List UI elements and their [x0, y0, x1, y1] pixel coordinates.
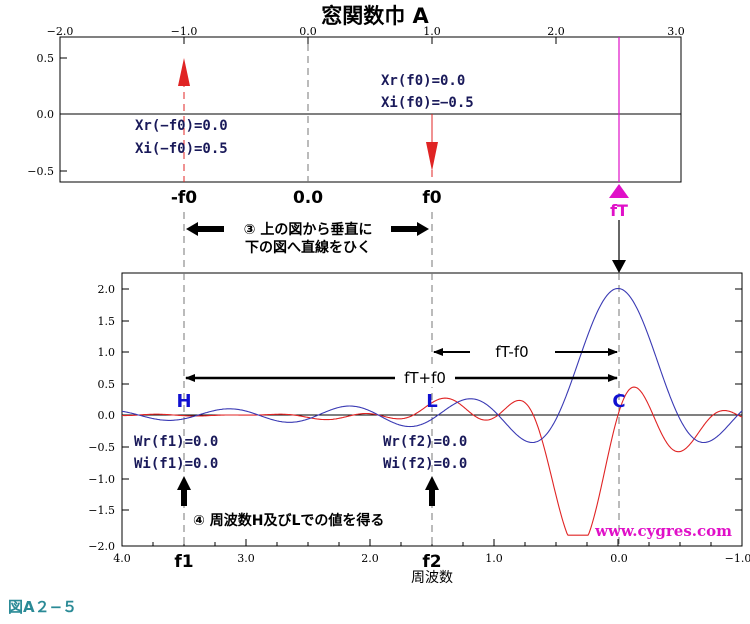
top-x-tick-label: 1.0 — [423, 25, 441, 38]
bottom-y-ticks — [122, 288, 742, 547]
top-y-ticks — [60, 57, 67, 172]
wr-f2-text: Wr(f2)=0.0 — [383, 434, 467, 450]
bottom-y-tick-label: −2.0 — [88, 540, 115, 553]
label-zero: 0.0 — [293, 188, 323, 208]
xr-neg-f0-text: Xr(−f0)=0.0 — [135, 118, 228, 134]
step4-arrow-f1 — [177, 476, 191, 506]
series-blue-curve — [121, 287, 743, 444]
bottom-y-tick-label: 0.5 — [98, 378, 116, 391]
point-H-label: H — [176, 391, 191, 412]
step3-line1: ③ 上の図から垂直に — [244, 221, 373, 238]
bottom-y-tick-label: −0.5 — [88, 441, 115, 454]
bottom-x-axis-label: 周波数 — [411, 570, 453, 586]
fT-minus-f0-label-bg — [472, 341, 552, 361]
bottom-y-tick-label: −1.0 — [88, 473, 115, 486]
step4-arrow-f2 — [425, 476, 439, 506]
wr-f1-text: Wr(f1)=0.0 — [134, 434, 218, 450]
bottom-x-ticks — [121, 539, 743, 546]
label-neg-f0: -f0 — [171, 188, 197, 208]
bottom-y-tick-label: 0.0 — [98, 409, 116, 422]
step3-right-arrow — [391, 222, 429, 236]
fT-marker-triangle — [609, 184, 629, 198]
top-y-tick-label: −0.5 — [27, 165, 54, 178]
wi-f1-text: Wi(f1)=0.0 — [134, 456, 218, 472]
bottom-x-tick-label: 1.0 — [485, 552, 503, 565]
bottom-x-tick-label: 4.0 — [113, 552, 131, 565]
top-y-tick-label: 0.5 — [37, 52, 55, 65]
xi-f0-text: Xi(f0)=−0.5 — [381, 95, 474, 111]
bottom-y-tick-label: 1.0 — [98, 346, 116, 359]
point-C-label: C — [612, 391, 625, 412]
step4-text: ④ 周波数H及びLでの値を得る — [193, 512, 384, 529]
website-label: www.cygres.com — [594, 522, 732, 540]
bottom-x-tick-label: 0.0 — [610, 552, 628, 565]
label-fT: fT — [610, 201, 628, 220]
top-x-tick-label: 0.0 — [299, 25, 317, 38]
top-x-tick-label: 2.0 — [547, 25, 565, 38]
bottom-y-tick-label: −1.5 — [88, 504, 115, 517]
bottom-panel: 2.0 1.5 1.0 0.5 0.0 −0.5 −1.0 −1.5 −2.0 … — [88, 272, 750, 586]
bottom-y-tick-label: 2.0 — [98, 283, 116, 296]
point-L-label: L — [426, 391, 437, 412]
chart-title: 窓関数巾 A — [321, 4, 429, 28]
bottom-x-tick-f2: f2 — [422, 552, 441, 572]
bottom-x-tick-label: −1.0 — [725, 552, 750, 565]
label-f0: f0 — [422, 188, 441, 208]
series-red-curve — [122, 386, 743, 536]
fT-plus-f0-label-bg — [398, 367, 452, 387]
top-x-ticks — [59, 37, 682, 44]
top-x-tick-label: 3.0 — [667, 25, 685, 38]
wi-f2-text: Wi(f2)=0.0 — [383, 456, 467, 472]
stem-f0-arrowhead — [426, 142, 438, 171]
top-panel: −2.0 −1.0 0.0 1.0 2.0 3.0 0.5 0.0 −0.5 — [27, 25, 685, 183]
bottom-x-tick-f1: f1 — [174, 552, 193, 572]
stem-neg-f0-arrowhead — [178, 58, 190, 86]
top-x-tick-label: −2.0 — [47, 25, 74, 38]
step3-left-arrow — [186, 222, 224, 236]
bottom-x-tick-label: 3.0 — [237, 552, 255, 565]
step3-line2: 下の図へ直線をひく — [245, 239, 371, 256]
figure-caption: 図A２−５ — [8, 598, 77, 616]
fT-plus-f0-label: fT+f0 — [404, 369, 446, 387]
fT-minus-f0-label: fT-f0 — [495, 343, 528, 361]
top-y-tick-label: 0.0 — [37, 108, 55, 121]
xr-f0-text: Xr(f0)=0.0 — [381, 73, 465, 89]
xi-neg-f0-text: Xi(−f0)=0.5 — [135, 141, 228, 157]
connector-fT-arrowhead — [612, 260, 626, 273]
top-x-tick-label: −1.0 — [171, 25, 198, 38]
bottom-y-tick-label: 1.5 — [98, 315, 116, 328]
bottom-x-tick-label: 2.0 — [361, 552, 379, 565]
top-panel-frame — [59, 36, 682, 183]
